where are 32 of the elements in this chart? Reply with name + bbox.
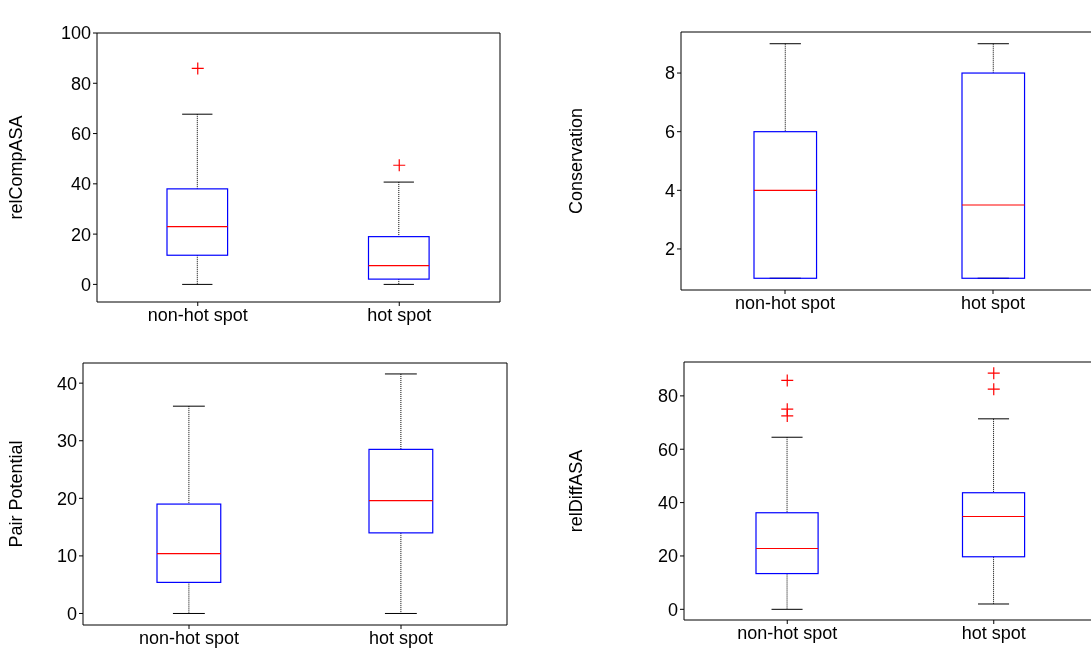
x-tick-label: hot spot: [961, 622, 1026, 643]
x-tick-label: non-hot spot: [734, 292, 836, 313]
y-tick-label: 80: [657, 386, 678, 407]
y-tick-label: 20: [56, 488, 77, 509]
y-tick-label: 20: [70, 224, 91, 245]
y-tick-label: 10: [56, 546, 77, 567]
y-tick-label: 30: [56, 431, 77, 452]
y-tick-label: 0: [667, 599, 678, 620]
y-axis-title: relCompASA: [6, 115, 27, 220]
y-tick-label: 80: [70, 73, 91, 94]
y-tick-label: 0: [66, 603, 77, 624]
y-tick-label: 0: [80, 274, 91, 295]
y-tick-label: 100: [60, 23, 91, 44]
y-tick-label: 60: [70, 123, 91, 144]
y-tick-label: 2: [664, 239, 675, 260]
y-tick-label: 60: [657, 439, 678, 460]
y-tick-label: 4: [664, 180, 675, 201]
y-axis-title: Pair Potential: [6, 440, 27, 548]
x-tick-label: hot spot: [960, 292, 1026, 313]
y-tick-label: 8: [664, 63, 675, 84]
y-tick-label: 20: [657, 546, 678, 567]
x-tick-label: hot spot: [367, 304, 432, 325]
y-axis-title: relDiffASA: [566, 449, 587, 533]
y-axis-title: Conservation: [566, 107, 587, 215]
x-tick-label: non-hot spot: [147, 304, 248, 325]
x-tick-label: hot spot: [368, 627, 434, 648]
y-tick-label: 40: [56, 373, 77, 394]
x-tick-label: non-hot spot: [737, 622, 838, 643]
x-tick-label: non-hot spot: [138, 627, 240, 648]
y-tick-label: 6: [664, 122, 675, 143]
y-tick-label: 40: [657, 493, 678, 513]
y-tick-label: 40: [70, 174, 91, 195]
